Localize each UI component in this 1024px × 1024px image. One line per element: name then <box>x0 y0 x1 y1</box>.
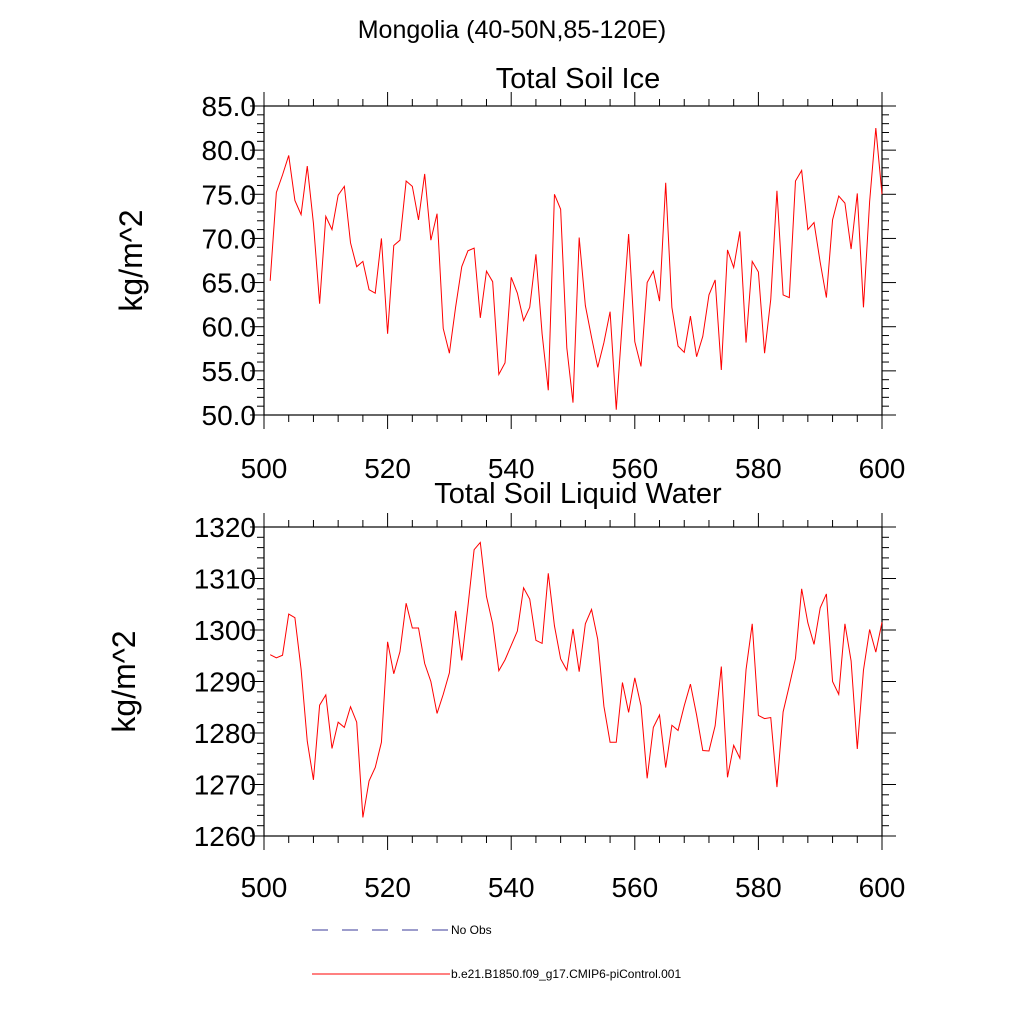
plot-frame <box>263 105 883 416</box>
x-tick-label: 600 <box>859 872 906 903</box>
x-tick-label: 520 <box>364 453 411 484</box>
y-tick-label: 60.0 <box>202 312 257 343</box>
y-tick-label: 1320 <box>194 512 256 543</box>
x-tick-label: 520 <box>364 872 411 903</box>
x-tick-label: 500 <box>241 872 288 903</box>
x-tick-label: 580 <box>735 872 782 903</box>
y-axis-label: kg/m^2 <box>113 209 149 311</box>
y-tick-label: 75.0 <box>202 179 257 210</box>
x-tick-label: 500 <box>241 453 288 484</box>
chart-2: Total Soil Liquid Water kg/m^2 500 520 540 56… <box>106 478 905 903</box>
y-tick-label: 55.0 <box>202 356 257 387</box>
legend-label-2: b.e21.B1850.f09_g17.CMIP6-piControl.001 <box>451 967 681 981</box>
series-line <box>269 541 883 818</box>
y-tick-label: 1260 <box>194 821 256 852</box>
y-tick-label: 1280 <box>194 718 256 749</box>
y-tick-label: 80.0 <box>202 135 257 166</box>
chart-1: Total Soil Ice kg/m^2 500 520 540 560 580 600 50… <box>113 63 905 484</box>
y-tick-label: 65.0 <box>202 268 257 299</box>
x-tick-label: 560 <box>611 872 658 903</box>
y-tick-label: 1290 <box>194 667 256 698</box>
y-tick-label: 1270 <box>194 770 256 801</box>
x-tick-label: 600 <box>859 453 906 484</box>
legend: No Obs b.e21.B1850.f09_g17.CMIP6-piContro… <box>312 923 681 981</box>
y-tick-label: 70.0 <box>202 223 257 254</box>
y-tick-label: 1300 <box>194 615 256 646</box>
series-line <box>269 128 883 410</box>
x-tick-label: 560 <box>611 453 658 484</box>
y-tick-label: 85.0 <box>202 91 257 122</box>
plot-frame <box>263 526 883 837</box>
y-tick-label: 50.0 <box>202 400 257 431</box>
legend-label-1: No Obs <box>451 923 492 937</box>
x-tick-label: 580 <box>735 453 782 484</box>
y-tick-label: 1310 <box>194 564 256 595</box>
chart-title: Total Soil Ice <box>496 63 660 95</box>
page-title: Mongolia (40-50N,85-120E) <box>357 16 667 44</box>
x-tick-label: 540 <box>488 872 535 903</box>
y-axis-label: kg/m^2 <box>106 630 142 732</box>
x-tick-label: 540 <box>488 453 535 484</box>
chart-title: Total Soil Liquid Water <box>434 478 722 510</box>
